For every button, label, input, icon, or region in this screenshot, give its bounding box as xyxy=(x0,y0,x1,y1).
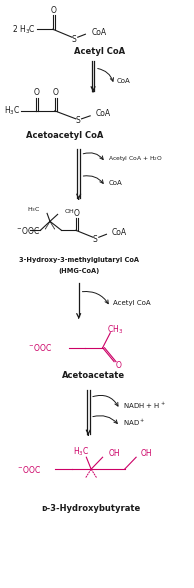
Text: Acetyl CoA: Acetyl CoA xyxy=(113,300,151,306)
Text: S: S xyxy=(75,116,80,125)
Text: Acetyl CoA: Acetyl CoA xyxy=(74,46,125,56)
Text: O: O xyxy=(34,88,40,98)
Text: OH: OH xyxy=(64,209,74,214)
Text: CoA: CoA xyxy=(111,228,126,237)
Text: OH: OH xyxy=(141,449,152,457)
Text: $^-$OOC: $^-$OOC xyxy=(16,464,41,475)
Text: CH$_3$: CH$_3$ xyxy=(107,323,124,336)
Text: H$_3$C: H$_3$C xyxy=(73,445,89,457)
Text: (HMG-CoA): (HMG-CoA) xyxy=(58,268,99,274)
Text: CoA: CoA xyxy=(91,28,106,36)
Text: $^-$OOC: $^-$OOC xyxy=(27,342,53,353)
Text: O: O xyxy=(74,209,80,218)
Text: Acetoacetyl CoA: Acetoacetyl CoA xyxy=(26,131,103,141)
Text: CoA: CoA xyxy=(108,179,122,186)
Text: OH: OH xyxy=(108,449,120,457)
Text: O: O xyxy=(53,88,59,98)
Text: S: S xyxy=(72,35,76,44)
Text: NADH + H$^+$: NADH + H$^+$ xyxy=(123,400,166,410)
Text: CoA: CoA xyxy=(117,78,131,84)
Text: O: O xyxy=(116,361,122,370)
Text: H$_3$C: H$_3$C xyxy=(4,105,20,117)
Text: 2 H$_3$C: 2 H$_3$C xyxy=(12,23,36,35)
Text: Acetoacetate: Acetoacetate xyxy=(61,371,125,380)
Text: NAD$^+$: NAD$^+$ xyxy=(123,417,145,427)
Text: CoA: CoA xyxy=(96,109,111,118)
Text: Acetyl CoA + H$_2$O: Acetyl CoA + H$_2$O xyxy=(108,154,164,163)
Text: 3-Hydroxy-3-methylglutaryl CoA: 3-Hydroxy-3-methylglutaryl CoA xyxy=(19,257,139,263)
Text: H$_3$C: H$_3$C xyxy=(27,205,40,214)
Text: ᴅ-3-Hydroxybutyrate: ᴅ-3-Hydroxybutyrate xyxy=(42,505,141,513)
Text: S: S xyxy=(93,235,97,244)
Text: O: O xyxy=(51,6,57,15)
Text: $^-$OOC: $^-$OOC xyxy=(15,225,40,236)
